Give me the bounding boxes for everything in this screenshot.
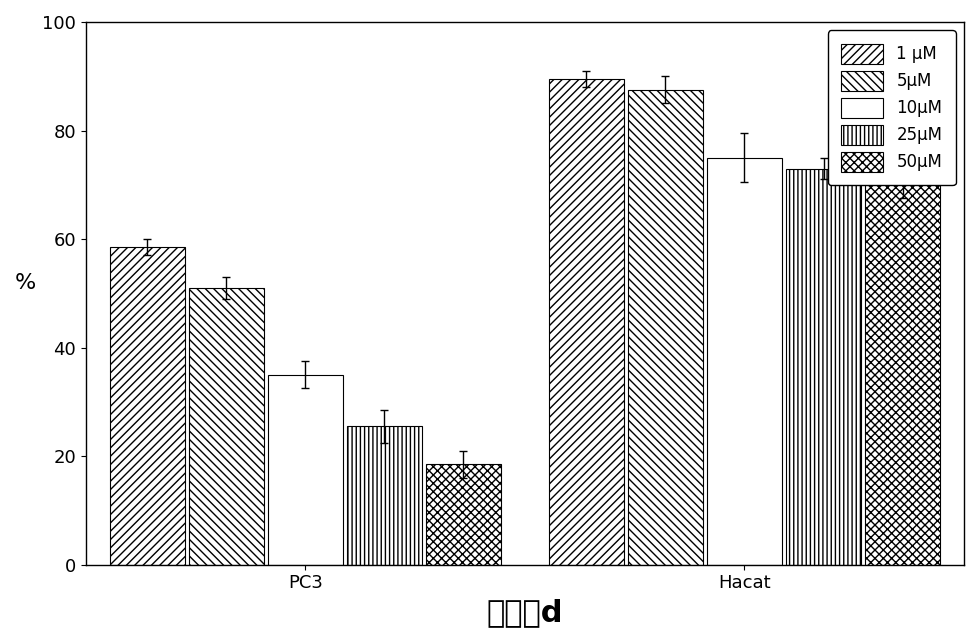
Bar <box>627 90 702 565</box>
Bar <box>189 288 264 565</box>
Legend: 1 μM, 5μM, 10μM, 25μM, 50μM: 1 μM, 5μM, 10μM, 25μM, 50μM <box>827 30 955 186</box>
Bar <box>110 247 185 565</box>
Bar <box>268 375 342 565</box>
Bar <box>865 177 939 565</box>
Bar <box>706 158 781 565</box>
Bar <box>549 79 623 565</box>
Bar <box>425 464 501 565</box>
Y-axis label: %: % <box>15 273 36 293</box>
Bar <box>346 426 422 565</box>
Bar <box>785 169 861 565</box>
X-axis label: 化合物d: 化合物d <box>486 598 562 627</box>
